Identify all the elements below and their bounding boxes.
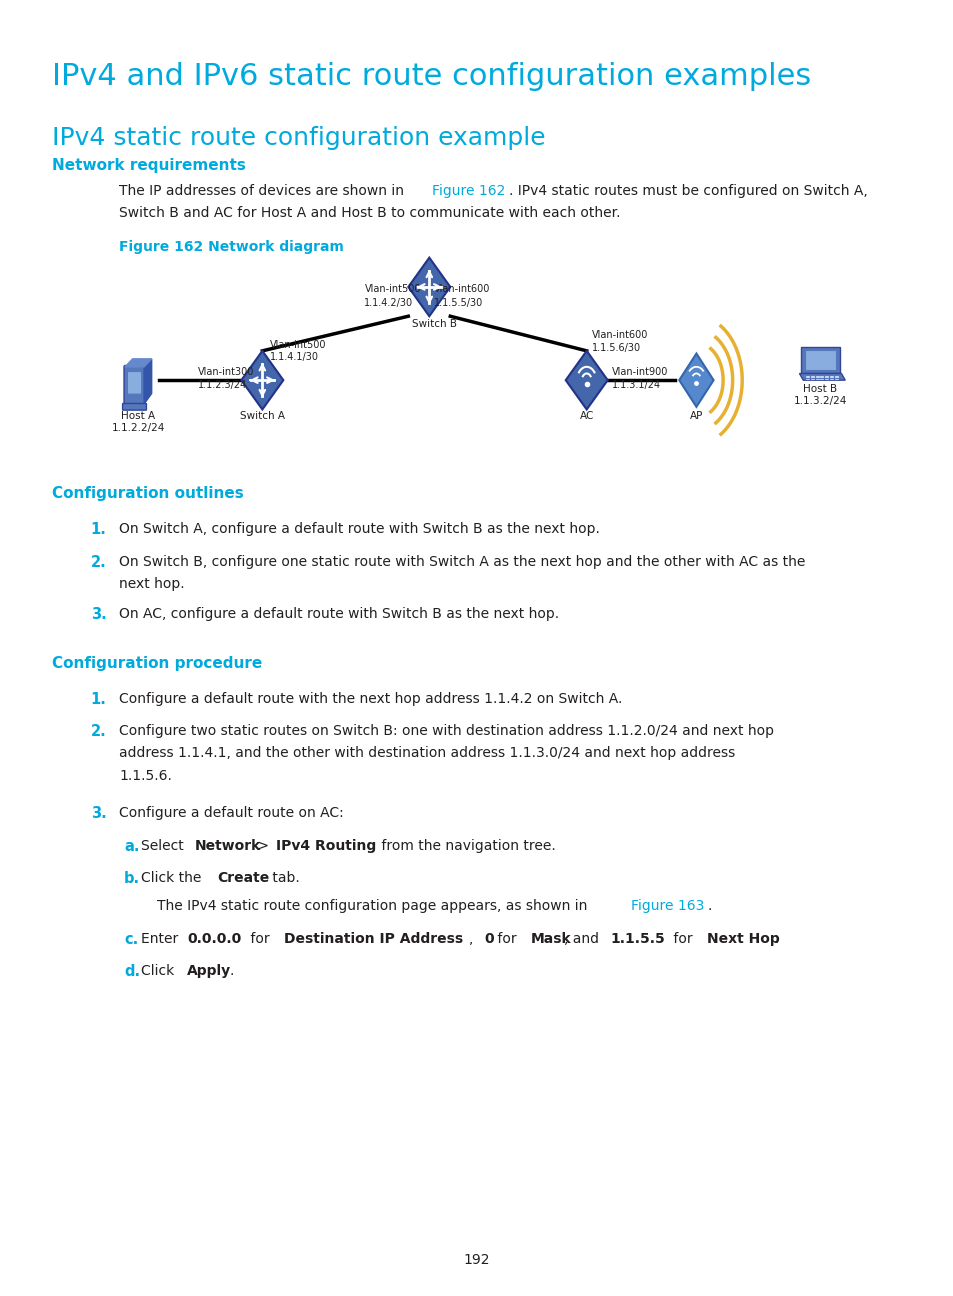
Text: Host B: Host B <box>802 384 837 394</box>
Text: Switch B: Switch B <box>411 319 456 329</box>
Text: Apply: Apply <box>187 964 231 978</box>
Text: Enter: Enter <box>141 932 183 946</box>
Text: . IPv4 static routes must be configured on Switch A,: . IPv4 static routes must be configured … <box>508 184 866 198</box>
Polygon shape <box>125 359 152 367</box>
Text: , and: , and <box>564 932 603 946</box>
Text: 2.: 2. <box>91 724 107 740</box>
Text: Configure a default route on AC:: Configure a default route on AC: <box>119 806 344 820</box>
Text: ,: , <box>469 932 477 946</box>
Text: .: . <box>707 899 711 914</box>
Text: Network requirements: Network requirements <box>52 158 246 174</box>
Text: b.: b. <box>124 871 140 886</box>
Text: Vlan-int500: Vlan-int500 <box>270 340 326 350</box>
Text: Switch B and AC for Host A and Host B to communicate with each other.: Switch B and AC for Host A and Host B to… <box>119 206 620 220</box>
FancyBboxPatch shape <box>122 403 147 410</box>
Text: 1.1.5.5: 1.1.5.5 <box>610 932 664 946</box>
Text: IPv4 and IPv6 static route configuration examples: IPv4 and IPv6 static route configuration… <box>52 62 811 91</box>
Polygon shape <box>801 347 839 373</box>
Text: Vlan-int900: Vlan-int900 <box>611 367 667 377</box>
Text: for: for <box>492 932 520 946</box>
Text: address 1.1.4.1, and the other with destination address 1.1.3.0/24 and next hop : address 1.1.4.1, and the other with dest… <box>119 746 735 761</box>
Text: Configuration outlines: Configuration outlines <box>52 486 244 502</box>
Text: for: for <box>246 932 274 946</box>
Text: 192: 192 <box>463 1253 490 1267</box>
Text: Destination IP Address: Destination IP Address <box>284 932 462 946</box>
Text: Figure 162: Figure 162 <box>432 184 505 198</box>
Text: 1.1.4.1/30: 1.1.4.1/30 <box>270 353 318 362</box>
FancyBboxPatch shape <box>124 365 145 406</box>
Text: >: > <box>253 839 274 853</box>
Text: tab.: tab. <box>268 871 299 885</box>
Text: for: for <box>668 932 697 946</box>
Text: 1.1.2.2/24: 1.1.2.2/24 <box>112 422 165 433</box>
Text: 1.: 1. <box>91 522 107 538</box>
Text: The IPv4 static route configuration page appears, as shown in: The IPv4 static route configuration page… <box>157 899 592 914</box>
Polygon shape <box>804 350 835 369</box>
Text: AC: AC <box>578 411 594 421</box>
Text: Click the: Click the <box>141 871 206 885</box>
Text: 1.1.2.3/24: 1.1.2.3/24 <box>197 380 247 390</box>
Text: Select: Select <box>141 839 188 853</box>
Text: On Switch A, configure a default route with Switch B as the next hop.: On Switch A, configure a default route w… <box>119 522 599 537</box>
Text: Figure 162 Network diagram: Figure 162 Network diagram <box>119 240 344 254</box>
Text: 3.: 3. <box>91 806 107 822</box>
Text: IPv4 Routing: IPv4 Routing <box>276 839 376 853</box>
Text: 0: 0 <box>484 932 494 946</box>
Text: Vlan-int600: Vlan-int600 <box>591 329 647 340</box>
Text: Create: Create <box>217 871 270 885</box>
Text: 1.: 1. <box>91 692 107 708</box>
Text: 1.1.5.6.: 1.1.5.6. <box>119 769 172 783</box>
Text: Vlan-int600: Vlan-int600 <box>434 284 490 294</box>
Polygon shape <box>799 373 844 380</box>
Text: Configuration procedure: Configuration procedure <box>52 656 262 671</box>
Text: Configure a default route with the next hop address 1.1.4.2 on Switch A.: Configure a default route with the next … <box>119 692 622 706</box>
Text: from the navigation tree.: from the navigation tree. <box>376 839 556 853</box>
Text: Configure two static routes on Switch B: one with destination address 1.1.2.0/24: Configure two static routes on Switch B:… <box>119 724 774 739</box>
Text: Figure 163: Figure 163 <box>630 899 703 914</box>
Polygon shape <box>144 359 152 404</box>
Text: Vlan-int500: Vlan-int500 <box>364 284 420 294</box>
Polygon shape <box>408 258 450 316</box>
Text: a.: a. <box>124 839 139 854</box>
Text: 0.0.0.0: 0.0.0.0 <box>187 932 241 946</box>
Text: .: . <box>229 964 233 978</box>
Polygon shape <box>241 351 283 410</box>
Text: Click: Click <box>141 964 178 978</box>
FancyBboxPatch shape <box>127 372 141 394</box>
Text: Host A: Host A <box>121 411 155 421</box>
Text: 2.: 2. <box>91 555 107 570</box>
Polygon shape <box>679 354 713 407</box>
Text: AP: AP <box>689 411 702 421</box>
Text: IPv4 static route configuration example: IPv4 static route configuration example <box>52 126 545 150</box>
Text: On Switch B, configure one static route with Switch A as the next hop and the ot: On Switch B, configure one static route … <box>119 555 804 569</box>
Text: 3.: 3. <box>91 607 107 622</box>
Text: Next Hop: Next Hop <box>706 932 780 946</box>
Text: next hop.: next hop. <box>119 577 185 591</box>
Text: Switch A: Switch A <box>239 411 285 421</box>
Text: 1.1.5.6/30: 1.1.5.6/30 <box>591 343 639 353</box>
Text: 1.1.5.5/30: 1.1.5.5/30 <box>434 298 483 307</box>
Text: On AC, configure a default route with Switch B as the next hop.: On AC, configure a default route with Sw… <box>119 607 558 621</box>
Text: c.: c. <box>124 932 138 947</box>
Text: .: . <box>774 932 778 946</box>
Text: 1.1.4.2/30: 1.1.4.2/30 <box>364 298 413 307</box>
Text: The IP addresses of devices are shown in: The IP addresses of devices are shown in <box>119 184 408 198</box>
Text: 1.1.3.2/24: 1.1.3.2/24 <box>793 397 846 406</box>
Polygon shape <box>565 351 607 410</box>
Text: Vlan-int300: Vlan-int300 <box>197 367 253 377</box>
Text: Mask: Mask <box>530 932 571 946</box>
Text: Network: Network <box>194 839 260 853</box>
Text: 1.1.3.1/24: 1.1.3.1/24 <box>611 380 659 390</box>
Text: d.: d. <box>124 964 140 980</box>
